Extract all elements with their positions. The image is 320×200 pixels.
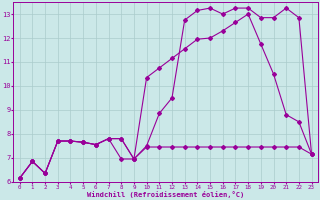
X-axis label: Windchill (Refroidissement éolien,°C): Windchill (Refroidissement éolien,°C) [87,191,244,198]
